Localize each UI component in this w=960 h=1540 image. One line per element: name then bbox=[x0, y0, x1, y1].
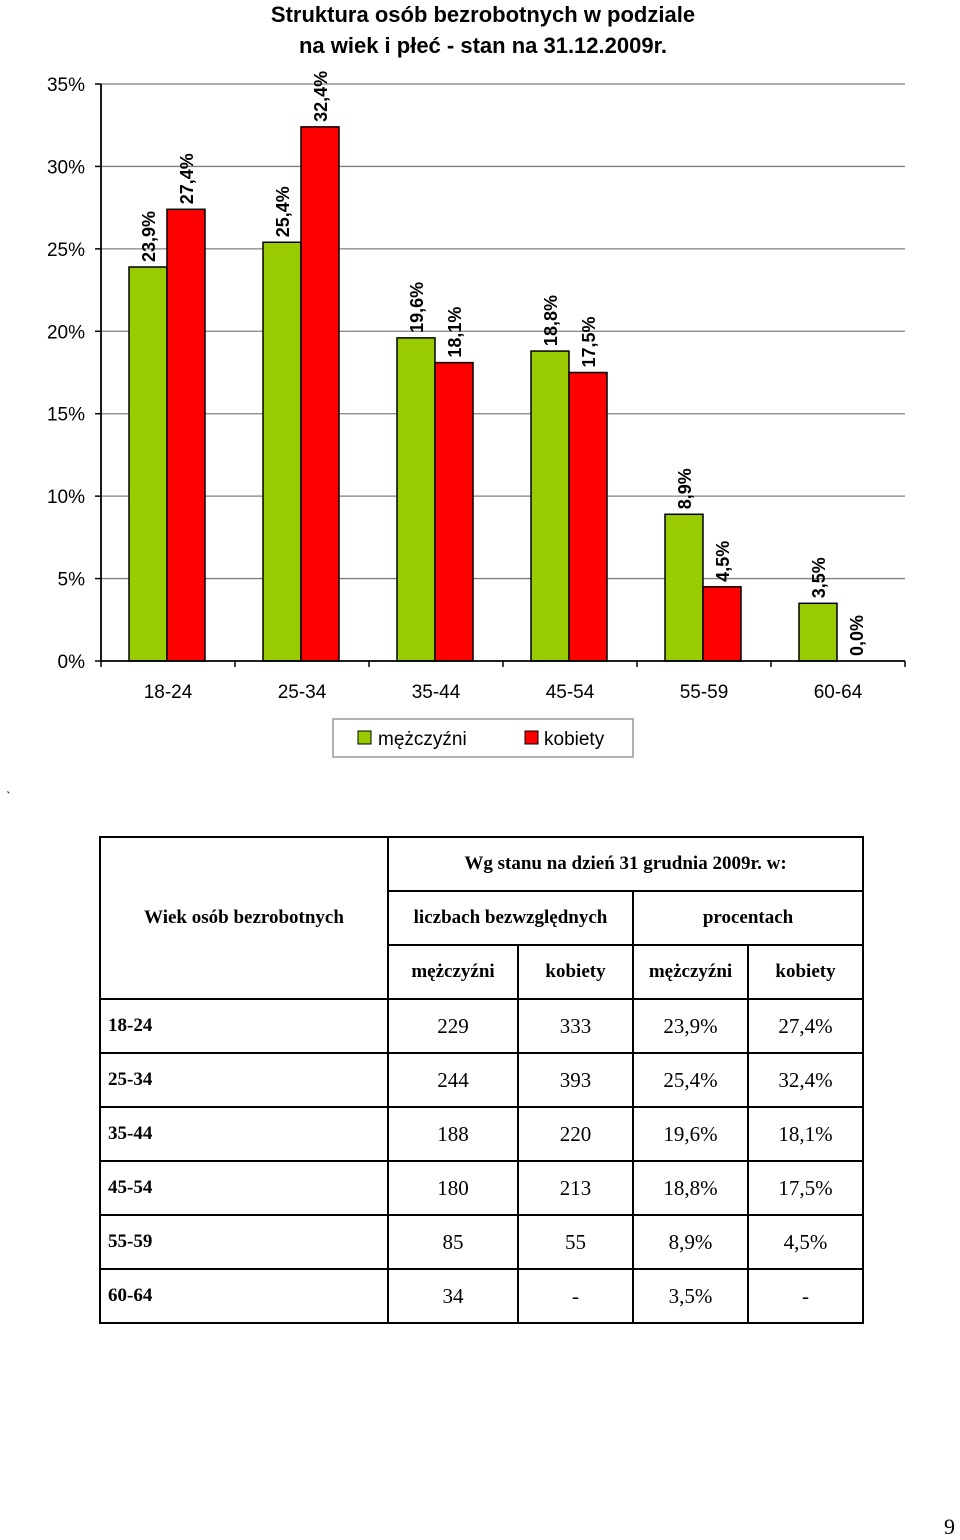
data-label: 19,6% bbox=[407, 282, 427, 333]
y-tick-label: 0% bbox=[58, 652, 86, 673]
gridlines bbox=[101, 83, 905, 580]
bar-women-35-44 bbox=[434, 361, 474, 662]
subheader-women-absolute: kobiety bbox=[517, 944, 634, 1000]
bar-women-55-59 bbox=[702, 586, 742, 662]
x-tick-labels: 18-24 25-34 35-44 45-54 55-59 60-64 bbox=[144, 682, 863, 703]
bar-labels: 23,9% 27,4% 25,4% 32,4% 19,6% 18,1% 18,8% 17,5%… bbox=[139, 71, 867, 656]
bar-men-55-59 bbox=[664, 513, 704, 662]
value-cell: 3,5% bbox=[632, 1268, 749, 1324]
bar-women-45-54 bbox=[568, 371, 608, 662]
x-tick-label: 35-44 bbox=[412, 682, 461, 703]
bar-men-45-54 bbox=[530, 350, 570, 662]
legend-label-men: mężczyźni bbox=[378, 729, 467, 750]
value-cell: 17,5% bbox=[746, 1160, 865, 1216]
table-row: 18-24 229 333 23,9% 27,4% bbox=[99, 998, 865, 1054]
value-cell: 4,5% bbox=[746, 1214, 865, 1270]
table-row: 60-64 34-3,5% - bbox=[99, 1268, 865, 1324]
x-tick-label: 25-34 bbox=[278, 682, 327, 703]
data-label: 18,1% bbox=[445, 307, 465, 358]
value-cell: 27,4% bbox=[746, 998, 865, 1054]
y-tick-labels: 0% 5% 10% 15% 20% 25% 30% 35% bbox=[47, 75, 101, 673]
table-row: 55-59 85 55 8,9% 4,5% bbox=[99, 1214, 865, 1270]
subheader-men-absolute: mężczyźni bbox=[387, 944, 519, 1000]
legend-label-women: kobiety bbox=[544, 729, 605, 750]
bar-men-35-44 bbox=[396, 337, 436, 662]
value-cell: 23,9% bbox=[632, 998, 749, 1054]
y-tick-label: 35% bbox=[47, 75, 85, 96]
value-cell: 180 bbox=[387, 1160, 519, 1216]
x-tick-label: 18-24 bbox=[144, 682, 193, 703]
bars bbox=[128, 126, 838, 662]
data-label: 3,5% bbox=[809, 557, 829, 598]
subheader-women-percent: kobiety bbox=[746, 944, 865, 1000]
value-cell: 213 bbox=[517, 1160, 634, 1216]
age-cell: 55-59 bbox=[99, 1214, 389, 1270]
legend-box bbox=[332, 718, 634, 758]
legend-swatch-women bbox=[524, 730, 539, 745]
header-date: Wg stanu na dzień 31 grudnia 2009r. w: bbox=[386, 836, 865, 892]
value-cell: 188 bbox=[387, 1106, 519, 1162]
table-row: 45-54 180 213 18,8% 17,5% bbox=[99, 1160, 865, 1216]
value-cell: 244 bbox=[387, 1052, 519, 1108]
legend-swatch-men bbox=[357, 730, 372, 745]
data-label: 0,0% bbox=[847, 615, 867, 656]
age-cell: 25-34 bbox=[99, 1052, 389, 1108]
value-cell: - bbox=[517, 1268, 634, 1324]
value-cell: 18,1% bbox=[746, 1106, 865, 1162]
y-tick-label: 30% bbox=[47, 157, 85, 178]
bar-women-25-34 bbox=[300, 126, 340, 662]
value-cell: 85 bbox=[387, 1214, 519, 1270]
table-row: 25-34 244 393 25,4% 32,4% bbox=[99, 1052, 865, 1108]
subheader-men-percent: mężczyźni bbox=[632, 944, 749, 1000]
bar-men-18-24 bbox=[128, 266, 168, 662]
y-tick-label: 25% bbox=[47, 240, 85, 261]
bar-chart: 0% 5% 10% 15% 20% 25% 30% 35% 23,9% 27,4% 25,4% 32… bbox=[47, 2, 906, 758]
y-tick-label: 10% bbox=[47, 487, 85, 508]
y-tick-label: 15% bbox=[47, 405, 85, 426]
x-tick-label: 55-59 bbox=[680, 682, 729, 703]
chart-title-line-2: na wiek i płeć - stan na 31.12.2009r. bbox=[299, 33, 667, 58]
legend: mężczyźni kobiety bbox=[332, 718, 634, 758]
y-tick-label: 5% bbox=[58, 570, 86, 591]
axes bbox=[100, 84, 906, 667]
header-percent: procentach bbox=[631, 890, 865, 946]
chart-title-line-1: Struktura osób bezrobotnych w podziale bbox=[271, 2, 695, 27]
x-tick-label: 45-54 bbox=[546, 682, 595, 703]
value-cell: 18,8% bbox=[632, 1160, 749, 1216]
data-label: 27,4% bbox=[177, 153, 197, 204]
value-cell: 229 bbox=[387, 998, 519, 1054]
value-cell: 32,4% bbox=[746, 1052, 865, 1108]
header-absolute: liczbach bezwzględnych bbox=[387, 890, 634, 946]
value-cell: 19,6% bbox=[632, 1106, 749, 1162]
data-label: 23,9% bbox=[139, 211, 159, 262]
data-label: 4,5% bbox=[713, 541, 733, 582]
value-cell: 55 bbox=[517, 1214, 634, 1270]
value-cell: 220 bbox=[517, 1106, 634, 1162]
value-cell: 25,4% bbox=[632, 1052, 749, 1108]
bar-men-60-64 bbox=[798, 602, 838, 662]
bar-men-25-34 bbox=[262, 241, 302, 662]
age-cell: 18-24 bbox=[99, 998, 389, 1054]
age-cell: 60-64 bbox=[99, 1268, 389, 1324]
value-cell: 34 bbox=[387, 1268, 519, 1324]
header-age: Wiek osób bezrobotnych bbox=[99, 836, 389, 1000]
y-tick-label: 20% bbox=[47, 322, 85, 343]
bar-women-18-24 bbox=[166, 208, 206, 662]
value-cell: - bbox=[746, 1268, 865, 1324]
value-cell: 393 bbox=[517, 1052, 634, 1108]
data-label: 32,4% bbox=[311, 71, 331, 122]
page-number: 9 bbox=[944, 1514, 955, 1539]
data-label: 18,8% bbox=[541, 295, 561, 346]
table-row: 35-44 188 220 19,6% 18,1% bbox=[99, 1106, 865, 1162]
unemployment-table: Wiek osób bezrobotnych Wg stanu na dzień… bbox=[99, 836, 865, 1324]
data-label: 25,4% bbox=[273, 186, 293, 237]
data-label: 8,9% bbox=[675, 468, 695, 509]
data-label: 17,5% bbox=[579, 316, 599, 367]
age-cell: 45-54 bbox=[99, 1160, 389, 1216]
value-cell: 8,9% bbox=[632, 1214, 749, 1270]
value-cell: 333 bbox=[517, 998, 634, 1054]
x-tick-label: 60-64 bbox=[814, 682, 863, 703]
age-cell: 35-44 bbox=[99, 1106, 389, 1162]
stray-backtick: ` bbox=[6, 790, 11, 805]
